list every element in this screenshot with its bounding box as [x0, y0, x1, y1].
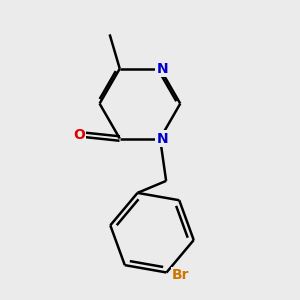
Text: N: N — [156, 131, 168, 146]
Text: Br: Br — [171, 268, 189, 281]
Text: O: O — [74, 128, 86, 142]
Text: N: N — [156, 62, 168, 76]
